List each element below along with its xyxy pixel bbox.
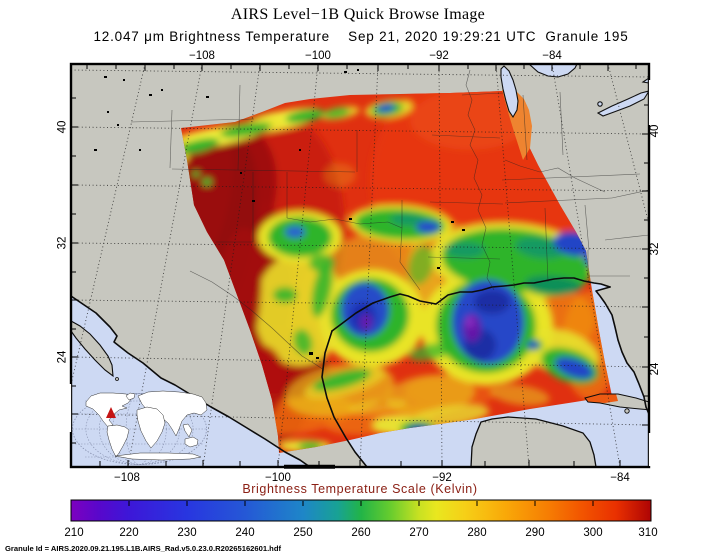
svg-text:Granule Id = AIRS.2020.09.21.1: Granule Id = AIRS.2020.09.21.195.L1B.AIR… [5,544,281,553]
svg-text:300: 300 [583,527,602,539]
svg-text:−108: −108 [189,50,215,62]
svg-text:−100: −100 [265,472,291,484]
svg-text:−92: −92 [429,50,449,62]
svg-text:32: 32 [649,243,661,256]
svg-text:−84: −84 [542,50,562,62]
svg-text:32: 32 [57,237,69,250]
svg-text:−100: −100 [305,50,331,62]
svg-text:Brightness Temperature Scale (: Brightness Temperature Scale (Kelvin) [242,482,477,496]
svg-text:24: 24 [649,362,661,375]
svg-text:270: 270 [409,527,428,539]
svg-text:210: 210 [64,527,83,539]
svg-text:−84: −84 [610,472,630,484]
svg-text:290: 290 [525,527,544,539]
svg-text:24: 24 [57,350,69,363]
svg-text:−92: −92 [432,472,452,484]
svg-text:260: 260 [351,527,370,539]
svg-text:240: 240 [235,527,254,539]
svg-text:40: 40 [649,125,661,138]
svg-text:220: 220 [119,527,138,539]
svg-text:−108: −108 [114,472,140,484]
svg-text:310: 310 [638,527,657,539]
svg-text:AIRS Level−1B Quick Browse Ima: AIRS Level−1B Quick Browse Image [231,6,485,23]
svg-text:40: 40 [57,121,69,134]
svg-text:250: 250 [293,527,312,539]
svg-text:230: 230 [177,527,196,539]
svg-text:12.047 μm Brightness Temperatu: 12.047 μm Brightness Temperature Sep 21,… [93,29,628,44]
svg-text:280: 280 [467,527,486,539]
